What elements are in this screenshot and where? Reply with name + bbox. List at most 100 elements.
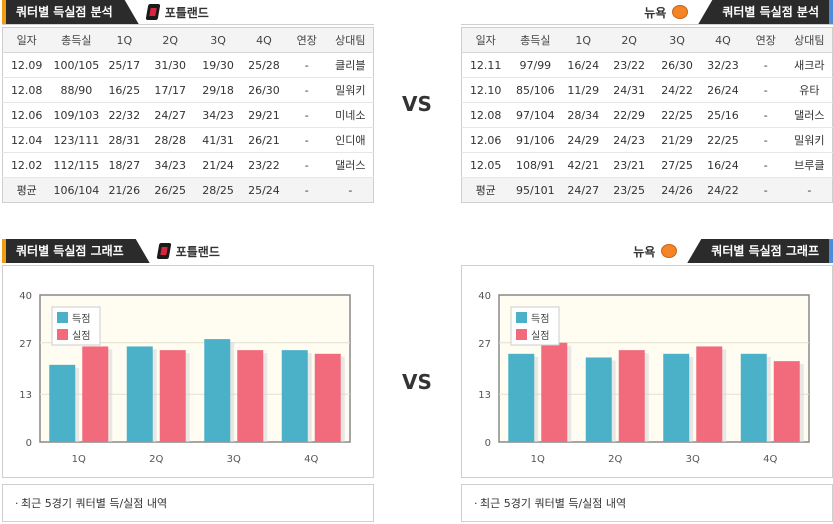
left-chart-note: · 최근 5경기 쿼터별 득/실점 내역 xyxy=(2,484,374,522)
table-cell: 19/30 xyxy=(194,52,242,78)
table-cell: 새크라 xyxy=(786,52,833,78)
table-cell: - xyxy=(744,77,787,103)
table-cell: 밀워키 xyxy=(327,77,374,103)
table-cell: 24/27 xyxy=(561,177,606,203)
table-cell: 32/23 xyxy=(700,52,745,78)
left-graph-header: 쿼터별 득실점 그래프 포틀랜드 xyxy=(2,239,372,263)
bar-allowed xyxy=(696,346,723,442)
table-cell: 21/24 xyxy=(194,152,242,178)
portland-logo-icon xyxy=(145,4,161,20)
table-cell: 인디애 xyxy=(327,127,374,153)
newyork-logo-icon xyxy=(672,5,689,19)
vs-label-bottom: VS xyxy=(402,370,432,394)
bar-scored xyxy=(126,346,153,442)
column-header: 연장 xyxy=(285,27,328,53)
y-tick-label: 40 xyxy=(19,291,32,302)
y-tick-label: 0 xyxy=(485,438,491,449)
table-cell: 26/21 xyxy=(242,127,286,153)
table-cell: 17/17 xyxy=(146,77,195,103)
column-header: 2Q xyxy=(605,27,654,53)
table-cell: 12.10 xyxy=(461,77,510,103)
left-team: 포틀랜드 xyxy=(145,4,209,21)
table-cell: 12.09 xyxy=(2,52,51,78)
table-cell: 12.05 xyxy=(461,152,510,178)
table-cell: - xyxy=(744,127,787,153)
table-row: 12.06 109/103 22/32 24/27 34/23 29/21- 미네소 xyxy=(2,102,374,128)
legend-label: 실점 xyxy=(531,330,549,342)
y-tick-label: 13 xyxy=(19,390,32,401)
table-cell: 109/103 xyxy=(50,102,103,128)
legend-swatch xyxy=(516,329,527,340)
column-header: 3Q xyxy=(653,27,701,53)
bar-allowed xyxy=(541,342,568,442)
legend-label: 득점 xyxy=(531,313,549,325)
left-note-text: 최근 5경기 쿼터별 득/실점 내역 xyxy=(21,497,168,510)
column-header: 3Q xyxy=(194,27,242,53)
legend-label: 득점 xyxy=(72,313,90,325)
table-cell: 11/29 xyxy=(561,77,606,103)
table-cell: - xyxy=(285,52,328,78)
table-cell: 106/104 xyxy=(50,177,103,203)
table-row: 12.05 108/91 42/21 23/21 27/25 16/24- 브루클 xyxy=(461,152,833,178)
table-cell: 평균 xyxy=(461,177,510,203)
table-row: 12.11 97/99 16/24 23/22 26/30 32/23- 새크라 xyxy=(461,52,833,78)
newyork-logo-icon xyxy=(661,244,678,258)
table-cell: 24/29 xyxy=(561,127,606,153)
table-cell: 22/29 xyxy=(605,102,654,128)
table-cell: - xyxy=(327,177,374,203)
column-header: 상대팀 xyxy=(786,27,833,53)
table-row: 12.06 91/106 24/29 24/23 21/29 22/25- 밀워키 xyxy=(461,127,833,153)
average-row: 평균 95/101 24/27 23/25 24/26 24/22- - xyxy=(461,177,833,203)
x-tick-label: 3Q xyxy=(686,454,700,465)
table-cell: - xyxy=(786,177,833,203)
portland-logo-icon xyxy=(156,243,172,259)
table-cell: 85/106 xyxy=(509,77,562,103)
table-cell: 브루클 xyxy=(786,152,833,178)
bar-scored xyxy=(508,353,535,442)
right-table-header: 뉴욕 쿼터별 득실점 분석 xyxy=(598,0,833,24)
table-cell: - xyxy=(744,177,787,203)
table-cell: 123/111 xyxy=(50,127,103,153)
table-cell: 12.11 xyxy=(461,52,510,78)
table-cell: 유타 xyxy=(786,77,833,103)
table-cell: 112/115 xyxy=(50,152,103,178)
left-team-name: 포틀랜드 xyxy=(164,5,209,20)
table-cell: 24/27 xyxy=(146,102,195,128)
x-tick-label: 2Q xyxy=(608,454,622,465)
column-header: 총득실 xyxy=(50,27,103,53)
divider xyxy=(461,24,833,25)
table-cell: 95/101 xyxy=(509,177,562,203)
table-row: 12.08 97/104 28/34 22/29 22/25 25/16- 댈러스 xyxy=(461,102,833,128)
legend-swatch xyxy=(57,312,68,323)
right-graph-team: 뉴욕 xyxy=(633,243,678,260)
table-cell: 16/24 xyxy=(700,152,745,178)
right-graph-header: 뉴욕 쿼터별 득실점 그래프 xyxy=(598,239,833,263)
table-row: 12.02 112/115 18/27 34/23 21/24 23/22- 댈러스 xyxy=(2,152,374,178)
right-stats-table: 일자 총득실 1Q 2Q 3Q 4Q 연장 상대팀 12.11 97/99 16/24 23/22 2… xyxy=(461,27,833,203)
bar-allowed xyxy=(82,346,109,442)
table-cell: 28/28 xyxy=(146,127,195,153)
table-row: 12.08 88/90 16/25 17/17 29/18 26/30- 밀워키 xyxy=(2,77,374,103)
table-cell: 22/25 xyxy=(700,127,745,153)
x-tick-label: 1Q xyxy=(72,454,86,465)
left-chart-panel: 0 13 27 40 1Q 2Q 3Q 4Q 득점 실점 xyxy=(2,265,374,478)
right-chart-panel: 0 13 27 40 1Q 2Q 3Q 4Q 득점 실점 xyxy=(461,265,833,478)
table-cell: 21/29 xyxy=(653,127,701,153)
table-cell: 26/30 xyxy=(242,77,286,103)
table-cell: 24/31 xyxy=(605,77,654,103)
table-cell: 23/22 xyxy=(605,52,654,78)
table-cell: 29/18 xyxy=(194,77,242,103)
table-cell: 29/21 xyxy=(242,102,286,128)
table-cell: 24/22 xyxy=(700,177,745,203)
table-cell: 25/24 xyxy=(242,177,286,203)
table-cell: 21/26 xyxy=(102,177,147,203)
bar-scored xyxy=(663,353,690,442)
table-cell: 26/25 xyxy=(146,177,195,203)
x-tick-label: 3Q xyxy=(227,454,241,465)
column-header: 1Q xyxy=(561,27,606,53)
right-graph-title: 쿼터별 득실점 그래프 xyxy=(687,239,833,263)
column-header: 일자 xyxy=(2,27,51,53)
table-cell: - xyxy=(744,102,787,128)
table-cell: 댈러스 xyxy=(786,102,833,128)
table-cell: 12.06 xyxy=(2,102,51,128)
